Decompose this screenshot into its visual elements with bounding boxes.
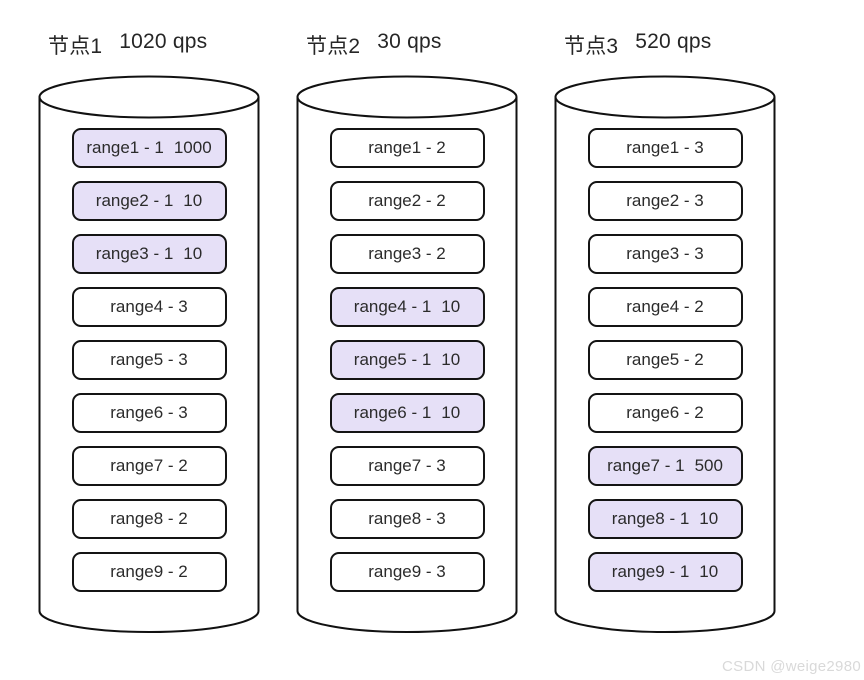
range-box: range2 - 1 10 [71, 181, 227, 221]
range-label: range4 - 1 [353, 297, 432, 316]
range-qps-value: 1000 [173, 138, 212, 157]
range-label: range7 - 3 [368, 456, 446, 475]
range-label: range5 - 3 [110, 350, 188, 369]
range-label: range8 - 2 [110, 509, 188, 528]
range-box: range3 - 1 10 [71, 234, 227, 274]
range-box: range5 - 1 10 [329, 340, 485, 380]
range-qps-value: 10 [699, 509, 719, 528]
range-stack: range1 - 2 range2 - 2 range3 - 2 range4 - 1… [296, 128, 518, 592]
range-stack: range1 - 3 range2 - 3 range3 - 3 range4 - 2… [554, 128, 776, 592]
range-label: range2 - 1 [95, 191, 174, 210]
range-label: range6 - 1 [353, 403, 432, 422]
database-cylinder: range1 - 2 range2 - 2 range3 - 2 range4 - 1… [296, 75, 518, 633]
node-name: 节点2 [306, 35, 361, 58]
range-box: range6 - 1 10 [329, 393, 485, 433]
range-qps-value: 10 [699, 562, 719, 581]
range-qps-value: 10 [441, 350, 461, 369]
range-box: range4 - 2 [587, 287, 743, 327]
range-box: range6 - 2 [587, 393, 743, 433]
range-qps-value: 10 [183, 244, 203, 263]
range-box: range9 - 3 [329, 552, 485, 592]
range-label: range3 - 1 [95, 244, 174, 263]
range-label: range5 - 2 [626, 350, 704, 369]
range-label: range2 - 2 [368, 191, 446, 210]
range-box: range8 - 1 10 [587, 499, 743, 539]
range-label: range4 - 3 [110, 297, 188, 316]
node-column-2: 节点2 30 qps range1 - 2 range2 - 2 range3 - … [296, 30, 518, 633]
range-label: range8 - 1 [611, 509, 690, 528]
range-label: range9 - 1 [611, 562, 690, 581]
node-qps: 1020 qps [119, 30, 208, 53]
range-box: range9 - 2 [71, 552, 227, 592]
range-box: range7 - 3 [329, 446, 485, 486]
range-label: range1 - 1 [86, 138, 164, 157]
node-title: 节点2 30 qps [296, 30, 518, 75]
range-label: range5 - 1 [353, 350, 432, 369]
range-box: range3 - 2 [329, 234, 485, 274]
range-label: range4 - 2 [626, 297, 704, 316]
range-qps-value: 10 [441, 403, 461, 422]
range-box: range3 - 3 [587, 234, 743, 274]
range-label: range9 - 3 [368, 562, 446, 581]
node-qps: 30 qps [377, 30, 442, 53]
range-label: range6 - 2 [626, 403, 704, 422]
node-column-3: 节点3 520 qps range1 - 3 range2 - 3 range3 -… [554, 30, 776, 633]
node-title: 节点3 520 qps [554, 30, 776, 75]
database-cylinder: range1 - 3 range2 - 3 range3 - 3 range4 - 2… [554, 75, 776, 633]
range-qps-value: 10 [441, 297, 461, 316]
node-column-1: 节点1 1020 qps range1 - 1 1000 range2 - 1 10 r… [38, 30, 260, 633]
watermark: CSDN @weige2980 [722, 658, 861, 675]
range-qps-value: 500 [694, 456, 723, 475]
node-name: 节点3 [564, 35, 619, 58]
range-label: range7 - 2 [110, 456, 188, 475]
range-box: range5 - 3 [71, 340, 227, 380]
range-label: range9 - 2 [110, 562, 188, 581]
range-label: range1 - 3 [626, 138, 704, 157]
node-qps: 520 qps [635, 30, 712, 53]
range-box: range9 - 1 10 [587, 552, 743, 592]
range-label: range6 - 3 [110, 403, 188, 422]
range-box: range5 - 2 [587, 340, 743, 380]
range-label: range3 - 2 [368, 244, 446, 263]
range-box: range7 - 1 500 [587, 446, 743, 486]
node-name: 节点1 [48, 35, 103, 58]
range-box: range4 - 3 [71, 287, 227, 327]
range-box: range1 - 2 [329, 128, 485, 168]
range-label: range1 - 2 [368, 138, 446, 157]
range-box: range2 - 2 [329, 181, 485, 221]
range-qps-value: 10 [183, 191, 203, 210]
node-title: 节点1 1020 qps [38, 30, 260, 75]
range-box: range8 - 2 [71, 499, 227, 539]
range-stack: range1 - 1 1000 range2 - 1 10 range3 - 1 10 ra… [38, 128, 260, 592]
range-box: range6 - 3 [71, 393, 227, 433]
range-label: range3 - 3 [626, 244, 704, 263]
range-box: range2 - 3 [587, 181, 743, 221]
range-box: range8 - 3 [329, 499, 485, 539]
range-box: range1 - 1 1000 [71, 128, 227, 168]
range-label: range2 - 3 [626, 191, 704, 210]
range-box: range7 - 2 [71, 446, 227, 486]
range-label: range7 - 1 [607, 456, 685, 475]
range-box: range4 - 1 10 [329, 287, 485, 327]
database-cylinder: range1 - 1 1000 range2 - 1 10 range3 - 1 10 ra… [38, 75, 260, 633]
range-box: range1 - 3 [587, 128, 743, 168]
range-label: range8 - 3 [368, 509, 446, 528]
